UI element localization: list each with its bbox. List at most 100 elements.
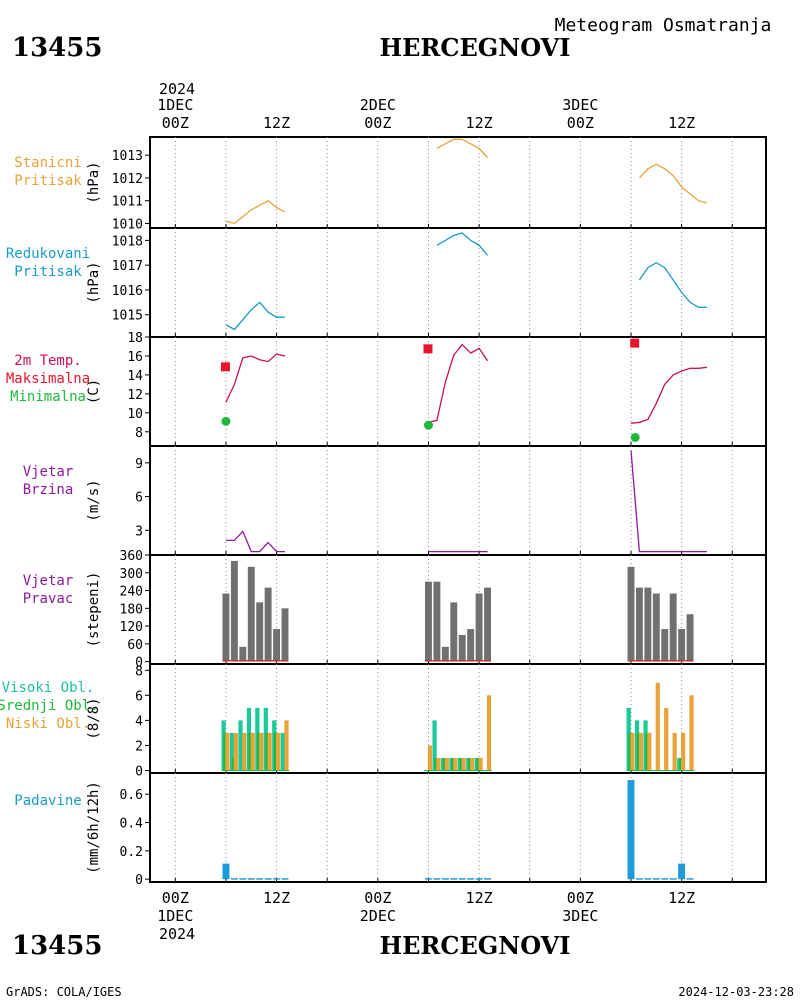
year-label-bottom: 2024 [159, 925, 195, 943]
panel-redukovani-pritisak: 1015 1016 1017 1018 (hPa)Redukovani Pritisak [6, 227, 767, 338]
bar [484, 587, 491, 662]
cloud-bar [229, 732, 235, 771]
cloud-bar [664, 707, 669, 771]
bar [458, 634, 466, 662]
y-tick-label: 0 [135, 873, 143, 888]
cloud-bar [284, 720, 289, 771]
panel-label-line: Pritisak [14, 173, 82, 189]
y-tick-label: 1011 [112, 195, 143, 210]
bar [627, 566, 635, 662]
bar [264, 878, 272, 880]
bottom-hour-label-2: 00Z [364, 889, 391, 907]
cloud-bar [427, 745, 433, 771]
bottom-hour-label-3: 12Z [466, 889, 493, 907]
min-temp-point [221, 416, 231, 426]
panel-label-line: Padavine [14, 793, 81, 809]
bottom-hour-label-4: 00Z [567, 889, 594, 907]
top-date-label-1: 2DEC [360, 96, 396, 114]
cloud-bar [672, 732, 677, 771]
bar [467, 629, 475, 662]
bar [635, 587, 643, 662]
y-tick-label: 360 [120, 549, 143, 564]
bar [467, 878, 475, 880]
series-line [225, 353, 286, 403]
y-axis-label: (hPa) [86, 161, 102, 203]
cloud-bar [259, 732, 264, 771]
y-axis-label: (hPa) [86, 261, 102, 303]
y-axis-label: (stepeni) [86, 572, 102, 648]
panel-label-line: Minimalna [10, 389, 86, 405]
bar [441, 646, 449, 662]
y-axis-label: (8/8) [86, 697, 102, 739]
station-id-bottom: 13455 [12, 931, 102, 961]
bar [686, 614, 694, 662]
cloud-bar [233, 732, 238, 771]
bottom-hour-label-0: 00Z [162, 889, 189, 907]
bar [222, 863, 230, 880]
bar [433, 878, 441, 880]
bar [678, 863, 686, 880]
y-tick-label: 12 [127, 388, 143, 403]
series-line [225, 301, 285, 331]
cloud-bar [280, 732, 285, 771]
bottom-time-labels: 00Z 12Z 00Z 12Z 00Z 12Z 1DEC 2DEC 3DEC [157, 889, 695, 925]
top-hour-label-2: 00Z [364, 114, 391, 132]
y-tick-label: 1016 [112, 284, 143, 299]
panel-label-line: Visoki Obl. [2, 680, 95, 696]
bar [686, 878, 694, 880]
y-tick-label: 6 [135, 689, 143, 704]
bar [222, 593, 230, 662]
y-tick-label: 120 [120, 620, 143, 635]
cloud-bar [267, 732, 272, 771]
cloud-bar [250, 732, 255, 771]
cloud-bar [647, 732, 652, 771]
cloud-bar [486, 695, 492, 771]
panel-frame [149, 336, 767, 447]
panel-padavine: 0 0.2 0.4 0.6 (mm/6h/12h) Padavine [14, 772, 767, 888]
bottom-date-label-1: 2DEC [360, 907, 396, 925]
cloud-bar [242, 732, 247, 771]
max-temp-point [630, 338, 640, 348]
y-tick-label: 0.2 [120, 845, 143, 860]
bar [475, 878, 483, 880]
y-tick-label: 1010 [112, 217, 143, 232]
y-tick-label: 1018 [112, 234, 143, 249]
cloud-bar [225, 732, 230, 771]
y-tick-label: 10 [127, 407, 143, 422]
bar [652, 878, 660, 880]
series-line [436, 232, 488, 256]
max-temp-point [220, 362, 230, 372]
bar [458, 878, 466, 880]
series-line [428, 343, 489, 423]
bar [281, 878, 289, 880]
y-tick-label: 3 [135, 524, 143, 539]
top-hour-label-1: 12Z [263, 114, 290, 132]
y-tick-label: 9 [135, 457, 143, 472]
bar [669, 878, 677, 880]
bar [425, 878, 432, 880]
cloud-bar [630, 732, 635, 771]
bottom-date-label-2: 3DEC [562, 907, 598, 925]
y-tick-label: 8 [135, 426, 143, 441]
bar [256, 602, 264, 662]
bar [230, 560, 238, 662]
series-line [638, 163, 708, 204]
year-label-top: 2024 [159, 80, 195, 98]
meteogram-subtitle: Meteogram Osmatranja [555, 15, 772, 36]
y-tick-label: 4 [135, 714, 143, 729]
y-axis-label: (mm/6h/12h) [86, 781, 102, 874]
bar [644, 587, 652, 662]
panel-vjetar-brzina: 3 6 9 (m/s) Vjetar Brzina [23, 445, 767, 556]
cloud-bar [638, 732, 644, 771]
panel-label-line: Redukovani [6, 246, 90, 262]
bar [627, 780, 635, 880]
top-hour-label-3: 12Z [466, 114, 493, 132]
y-tick-label: 16 [127, 350, 143, 365]
bar [450, 878, 458, 880]
station-id-top: 13455 [12, 33, 102, 63]
bar [239, 878, 247, 880]
y-tick-label: 2 [135, 739, 143, 754]
bar [644, 878, 652, 880]
cloud-bar [444, 757, 449, 771]
